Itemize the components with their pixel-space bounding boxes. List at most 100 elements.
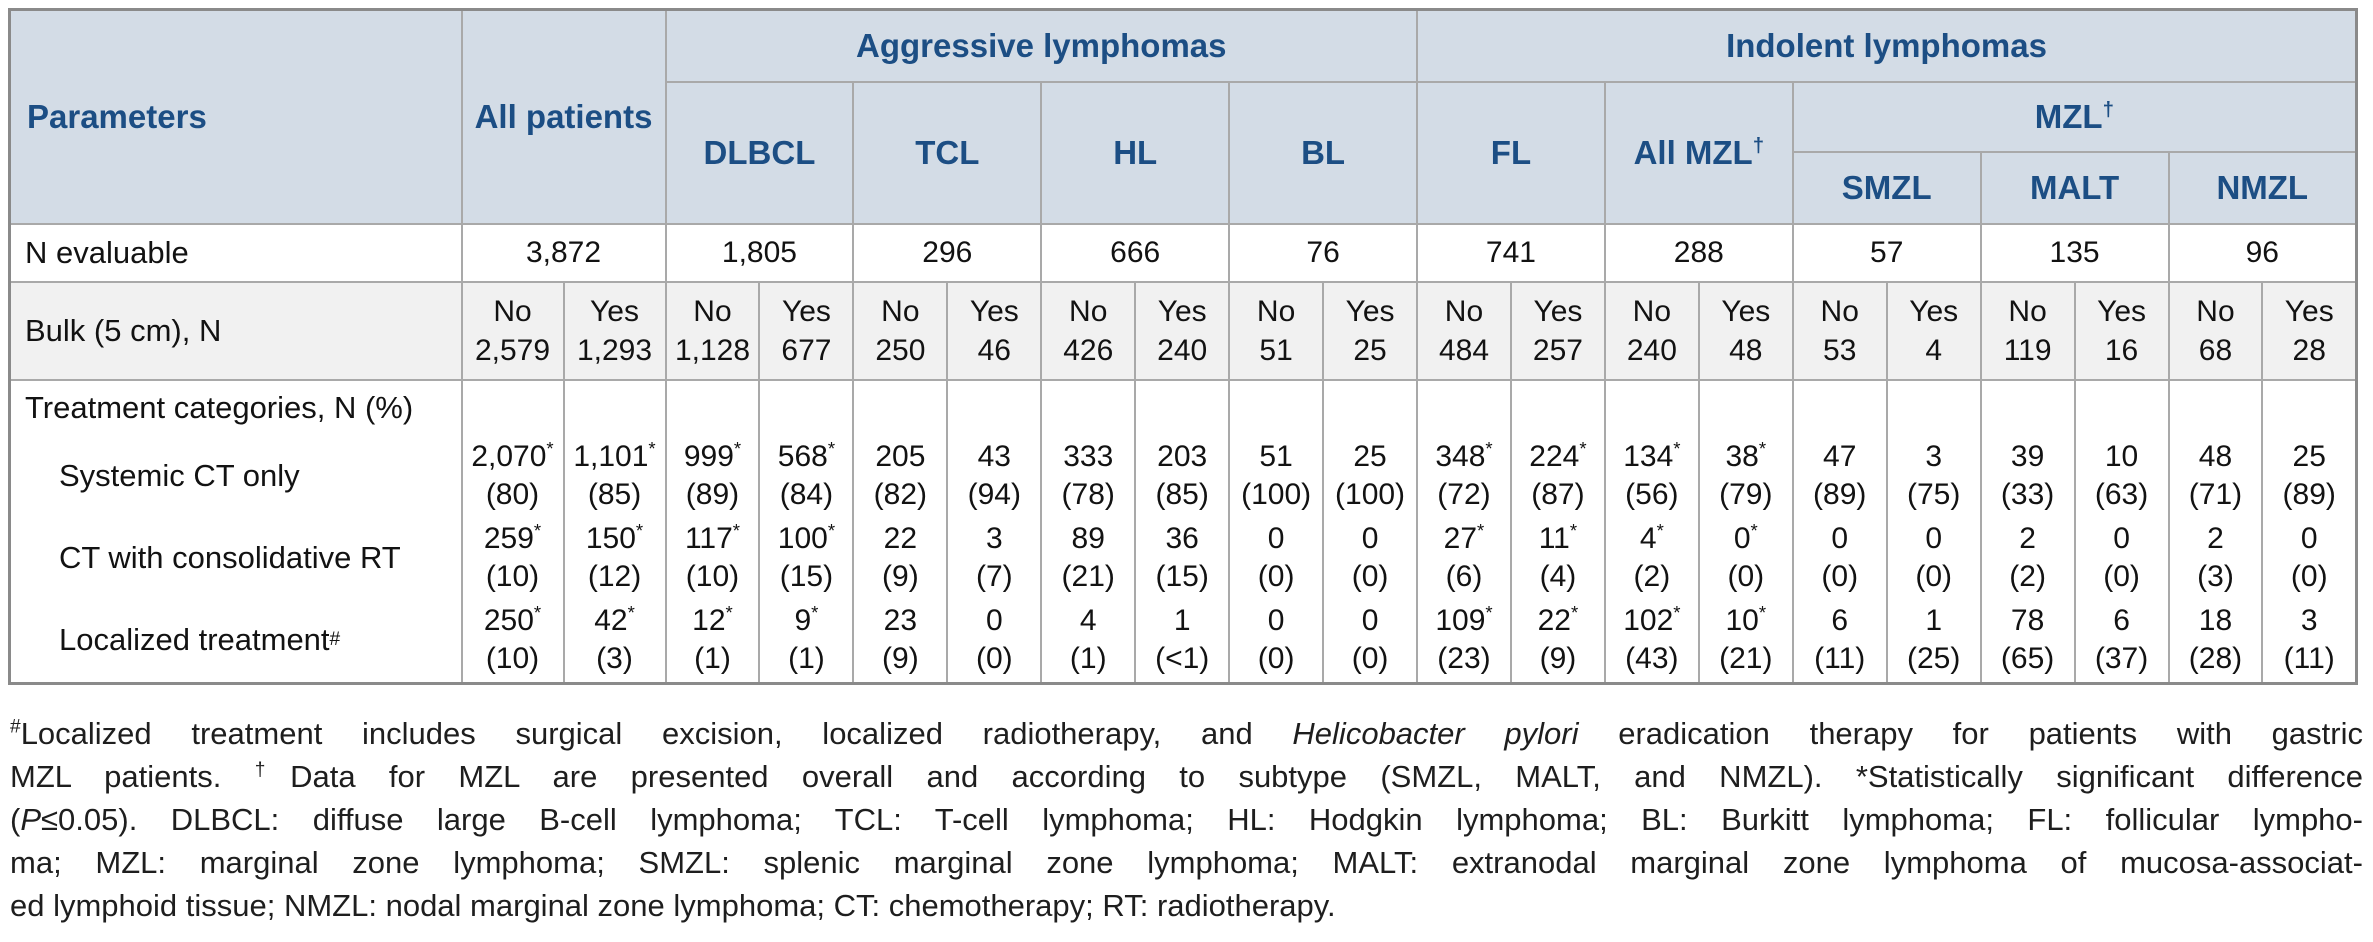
header-row-groups: Parameters All patients Aggressive lymph… [8,8,2358,225]
treatment-cell: 224* (87) 11* (4) 22* (9) [1509,378,1606,685]
treatment-cell: 1,101* (85) 150* (12) 42* (3) [562,378,667,685]
asterisk-superscript: * [1758,601,1767,623]
all-patients-header: All patients [460,8,667,225]
footnote-line: #Localized treatment includes surgical e… [10,716,2363,751]
treatment-cell: 25 (89) 0 (0) 3 (11) [2261,378,2358,685]
asterisk-superscript: * [811,601,819,623]
treatment-cell: 25 (100) 0 (0) 0 (0) [1322,378,1419,685]
treatment-cell: 205 (82) 22 (9) 23 (9) [852,378,949,685]
bulk-cell: Yes 46 [946,280,1043,381]
n-evaluable-row: N evaluable 3,872 1,805 296 666 76 741 2… [8,222,2358,283]
asterisk-superscript: * [1485,601,1493,623]
footnote-line: MZL patients. †Data for MZL are presente… [10,759,2364,794]
asterisk-superscript: * [627,601,635,623]
bulk-cell: Yes 677 [758,280,855,381]
asterisk-superscript: * [1579,437,1587,459]
bulk-cell: No 2,579 [460,280,565,381]
col-header-fl: FL [1416,80,1606,225]
parameters-header: Parameters [8,8,463,225]
asterisk-superscript: * [533,601,542,623]
row-label-n-evaluable: N evaluable [8,222,463,283]
col-header-dlbcl: DLBCL [664,80,855,225]
table-footnote: #Localized treatment includes surgical e… [10,712,2363,927]
n-evaluable-cell: 666 [1040,222,1231,283]
n-evaluable-cell: 57 [1791,222,1982,283]
bulk-cell: Yes 16 [2073,280,2170,381]
treatment-cell: 348* (72) 27* (6) 109* (23) [1416,378,1512,685]
asterisk-superscript: * [648,437,656,459]
treatment-section-label: Treatment categories, N (%) [25,389,414,425]
asterisk-superscript: * [732,519,741,541]
col-header-smzl: SMZL [1791,150,1982,225]
treatment-label-cell: Treatment categories, N (%) Systemic CT … [8,378,463,685]
footnote-line: ed lymphoid tissue; NMZL: nodal marginal… [10,888,1336,923]
asterisk-superscript: * [827,437,836,459]
n-evaluable-cell: 1,805 [664,222,855,283]
footnote-line: (P≤0.05). DLBCL: diffuse large B-cell ly… [10,802,2363,837]
asterisk-superscript: * [1673,601,1681,623]
dagger-superscript: † [2102,97,2114,121]
bulk-cell: No 1,128 [664,280,761,381]
n-evaluable-cell: 296 [852,222,1043,283]
asterisk-superscript: * [725,601,733,623]
treatment-cell: 3 (75) 0 (0) 1 (25) [1885,378,1982,685]
asterisk-superscript: * [1570,601,1579,623]
col-header-nmzl: NMZL [2167,150,2358,225]
n-evaluable-cell: 3,872 [460,222,667,283]
col-header-hl: HL [1040,80,1231,225]
asterisk-superscript: * [827,519,836,541]
treatment-cell: 48 (71) 2 (3) 18 (28) [2167,378,2264,685]
treatment-row-label-systemic-ct: Systemic CT only [59,457,300,493]
treatment-cell: 51 (100) 0 (0) 0 (0) [1228,378,1325,685]
bulk-cell: No 240 [1603,280,1700,381]
aggressive-group-header: Aggressive lymphomas [664,8,1419,83]
treatment-cell: 43 (94) 3 (7) 0 (0) [946,378,1043,685]
bulk-cell: Yes 1,293 [562,280,667,381]
bulk-cell: No 484 [1416,280,1512,381]
asterisk-superscript: * [1758,437,1767,459]
treatment-cell: 203 (85) 36 (15) 1 (<1) [1134,378,1231,685]
table-header: Parameters All patients Aggressive lymph… [8,8,2358,225]
col-header-tcl: TCL [852,80,1043,225]
treatment-cell: 333 (78) 89 (21) 4 (1) [1040,378,1137,685]
row-label-bulk: Bulk (5 cm), N [8,280,463,381]
treatment-cell: 568* (84) 100* (15) 9* (1) [758,378,855,685]
treatment-cell: 39 (33) 2 (2) 78 (65) [1979,378,2076,685]
n-evaluable-cell: 96 [2167,222,2358,283]
asterisk-superscript: * [1485,437,1493,459]
treatment-cell: 2,070* (80) 259* (10) 250* (10) [460,378,565,685]
n-evaluable-cell: 135 [1979,222,2170,283]
bulk-cell: Yes 4 [1885,280,1982,381]
asterisk-superscript: * [1656,519,1664,541]
n-evaluable-cell: 76 [1228,222,1419,283]
header-row-types: DLBCL TCL HL BL FL All MZL† MZL† [10,80,2358,225]
asterisk-superscript: * [1750,519,1758,541]
col-header-mzl: MZL† [1791,80,2358,153]
treatment-cell: 999* (89) 117* (10) 12* (1) [664,378,761,685]
bulk-cell: No 68 [2167,280,2264,381]
n-evaluable-cell: 741 [1416,222,1606,283]
treatment-by-lymphoma-table: Parameters All patients Aggressive lymph… [8,8,2358,685]
asterisk-superscript: * [1477,519,1485,541]
n-evaluable-cell: 288 [1603,222,1794,283]
treatment-cell: 10 (63) 0 (0) 6 (37) [2073,378,2170,685]
treatment-cell: 47 (89) 0 (0) 6 (11) [1791,378,1888,685]
bulk-cell: No 119 [1979,280,2076,381]
bulk-cell: Yes 240 [1134,280,1231,381]
bulk-cell: Yes 25 [1322,280,1419,381]
bulk-cell: No 426 [1040,280,1137,381]
treatment-row-label-localized: Localized treatment # [59,621,341,657]
asterisk-superscript: * [533,519,542,541]
footnote-line: ma; MZL: marginal zone lymphoma; SMZL: s… [10,845,2363,880]
asterisk-superscript: * [1673,437,1681,459]
asterisk-superscript: * [1569,519,1578,541]
treatment-cell: 38* (79) 0* (0) 10* (21) [1697,378,1794,685]
bulk-row: Bulk (5 cm), N No 2,579 Yes 1,293 No 1,128 Yes… [8,280,2358,381]
treatment-categories-row: Treatment categories, N (%) Systemic CT … [8,378,2358,685]
treatment-cell: 134* (56) 4* (2) 102* (43) [1603,378,1700,685]
dagger-superscript: † [1752,133,1765,157]
bulk-cell: Yes 48 [1697,280,1794,381]
bulk-cell: Yes 28 [2261,280,2358,381]
col-header-malt: MALT [1979,150,2170,225]
